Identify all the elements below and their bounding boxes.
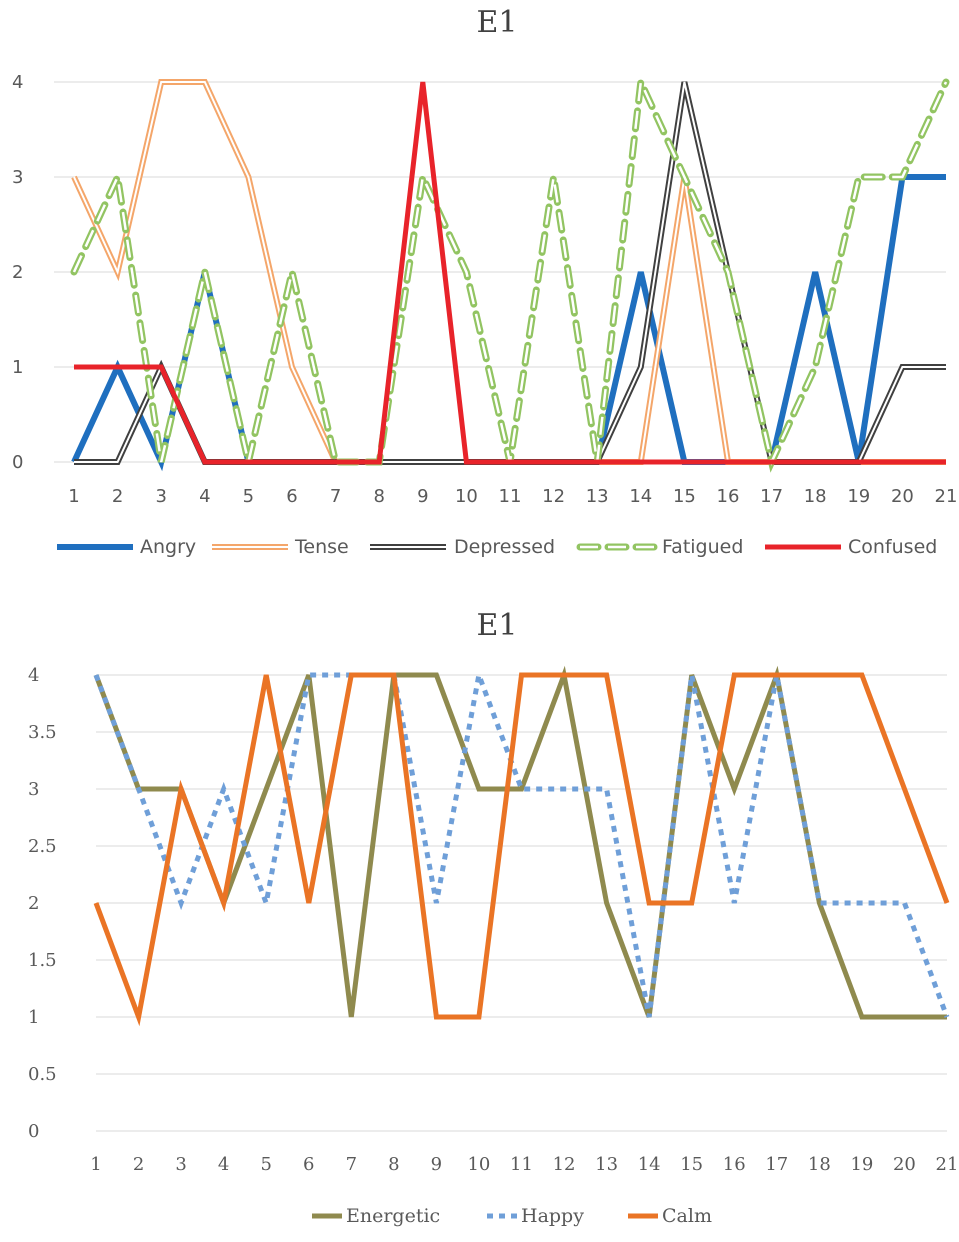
x-tick-label: 10 xyxy=(455,486,478,507)
legend-label: Fatigued xyxy=(662,536,743,558)
x-tick-label: 14 xyxy=(629,486,652,507)
legend-label: Happy xyxy=(521,1205,584,1227)
x-tick-label: 13 xyxy=(586,486,609,507)
y-tick-label: 0 xyxy=(28,1121,39,1142)
x-tick-label: 15 xyxy=(673,486,696,507)
legend-item-energetic: Energetic xyxy=(312,1205,440,1227)
x-tick-label: 11 xyxy=(499,486,522,507)
legend-label: Depressed xyxy=(454,536,555,558)
x-tick-label: 2 xyxy=(133,1154,144,1175)
x-tick-label: 8 xyxy=(373,486,384,507)
legend-label: Confused xyxy=(848,536,937,558)
legend-item-tense: Tense xyxy=(212,536,349,558)
y-tick-label: 1.5 xyxy=(28,950,57,971)
x-tick-label: 16 xyxy=(717,486,740,507)
x-tick-label: 6 xyxy=(286,486,297,507)
x-tick-label: 10 xyxy=(467,1154,490,1175)
chart-1-title: E1 xyxy=(477,5,518,40)
x-tick-label: 5 xyxy=(243,486,254,507)
x-tick-label: 14 xyxy=(638,1154,661,1175)
x-tick-label: 11 xyxy=(510,1154,533,1175)
legend-label: Energetic xyxy=(346,1205,440,1227)
x-tick-label: 12 xyxy=(553,1154,576,1175)
x-tick-label: 19 xyxy=(847,486,870,507)
y-tick-label: 2.5 xyxy=(28,836,57,857)
x-tick-label: 5 xyxy=(260,1154,271,1175)
series-line-calm xyxy=(93,672,950,1027)
x-tick-label: 18 xyxy=(804,486,827,507)
x-tick-label: 9 xyxy=(417,486,428,507)
x-tick-label: 1 xyxy=(68,486,79,507)
legend-item-calm: Calm xyxy=(628,1205,712,1227)
y-tick-label: 0.5 xyxy=(28,1064,57,1085)
y-tick-label: 0 xyxy=(12,452,23,473)
series-line-confused xyxy=(74,81,946,465)
x-tick-label: 2 xyxy=(112,486,123,507)
y-tick-label: 2 xyxy=(12,262,23,283)
y-tick-label: 3 xyxy=(28,779,39,800)
x-tick-label: 13 xyxy=(595,1154,618,1175)
x-tick-label: 3 xyxy=(155,486,166,507)
series-line-angry xyxy=(71,174,946,472)
legend-label: Angry xyxy=(140,536,196,558)
x-tick-label: 4 xyxy=(199,486,210,507)
y-tick-label: 4 xyxy=(12,72,23,93)
x-tick-label: 8 xyxy=(388,1154,399,1175)
series-line-happy xyxy=(93,665,950,1018)
chart-2-title: E1 xyxy=(477,608,518,643)
legend-item-depressed: Depressed xyxy=(370,536,555,558)
x-tick-label: 16 xyxy=(723,1154,746,1175)
legend-item-fatigued: Fatigued xyxy=(576,536,743,558)
x-tick-label: 15 xyxy=(680,1154,703,1175)
x-tick-label: 7 xyxy=(346,1154,357,1175)
legend-item-confused: Confused xyxy=(765,536,937,558)
x-tick-label: 12 xyxy=(542,486,565,507)
x-tick-label: 17 xyxy=(760,486,783,507)
x-tick-label: 6 xyxy=(303,1154,314,1175)
legend-item-angry: Angry xyxy=(57,536,196,558)
y-tick-label: 1 xyxy=(12,357,23,378)
x-tick-label: 21 xyxy=(935,486,958,507)
x-tick-label: 20 xyxy=(893,1154,916,1175)
y-tick-label: 2 xyxy=(28,893,39,914)
chart-2: E1 00.511.522.533.54 1 2 3 4 5 6 7 8 9 10 11 12 13 14… xyxy=(28,608,958,1227)
y-tick-label: 3.5 xyxy=(28,722,57,743)
legend-item-happy: Happy xyxy=(487,1205,584,1227)
x-tick-label: 4 xyxy=(218,1154,229,1175)
x-tick-label: 17 xyxy=(765,1154,788,1175)
legend-label: Tense xyxy=(294,536,349,558)
x-tick-label: 18 xyxy=(808,1154,831,1175)
y-tick-label: 3 xyxy=(12,167,23,188)
x-tick-label: 21 xyxy=(936,1154,959,1175)
x-tick-label: 19 xyxy=(850,1154,873,1175)
x-tick-label: 20 xyxy=(891,486,914,507)
x-tick-label: 3 xyxy=(175,1154,186,1175)
legend-label: Calm xyxy=(662,1205,712,1227)
x-tick-label: 9 xyxy=(431,1154,442,1175)
x-tick-label: 7 xyxy=(330,486,341,507)
x-tick-label: 1 xyxy=(90,1154,101,1175)
y-tick-label: 4 xyxy=(28,665,39,686)
y-tick-label: 1 xyxy=(28,1007,39,1028)
